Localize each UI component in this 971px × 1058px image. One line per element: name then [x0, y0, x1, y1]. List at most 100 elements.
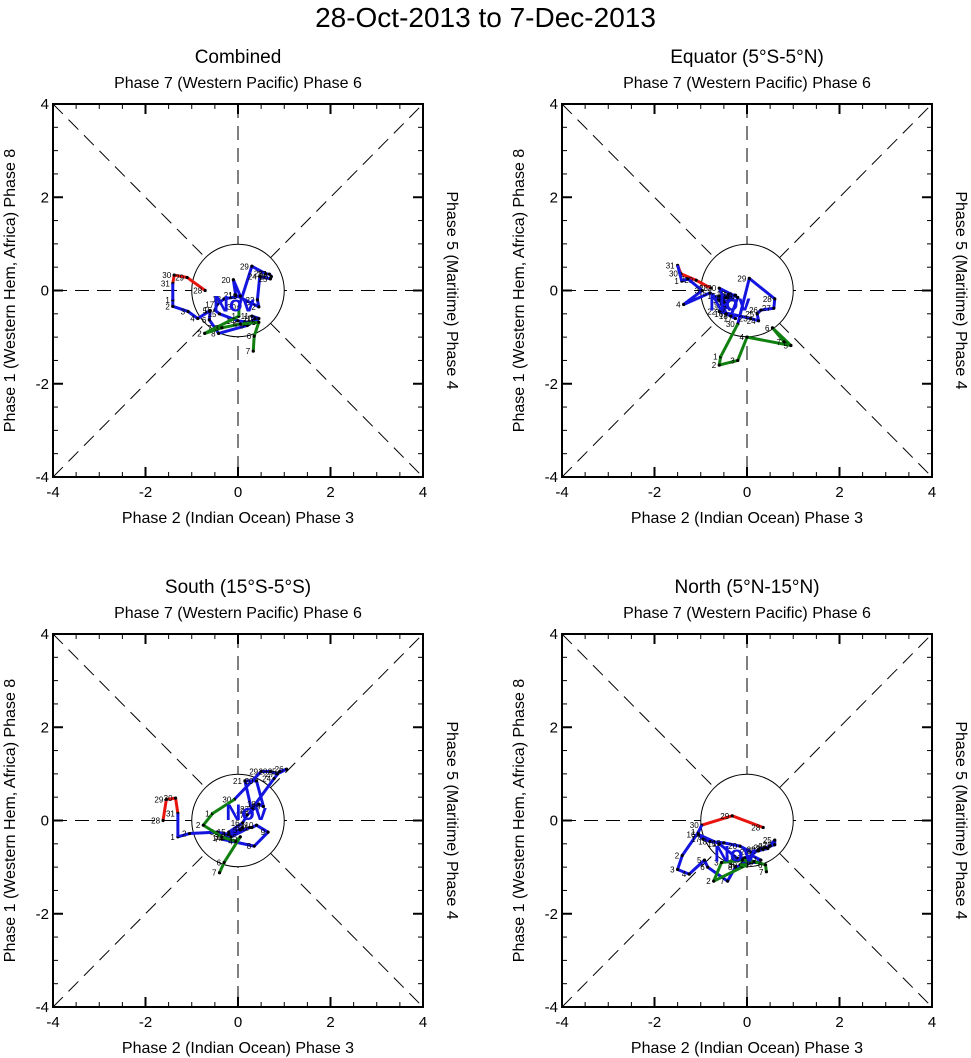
data-point	[217, 871, 222, 875]
data-point	[252, 334, 256, 338]
day-label: 24	[248, 273, 257, 282]
day-label: 11	[241, 312, 250, 321]
day-label: 23	[246, 296, 255, 305]
y-tick-label: 4	[41, 626, 49, 643]
day-label: 16	[687, 830, 696, 839]
day-label: 4	[740, 333, 745, 342]
data-point	[708, 291, 712, 295]
day-label: 9	[240, 321, 245, 330]
x-tick-label: -4	[555, 1014, 568, 1031]
day-label: 30	[162, 271, 171, 280]
data-point	[236, 319, 240, 323]
x-axis-label: Phase 2 (Indian Ocean) Phase 3	[122, 510, 354, 527]
y-axis-label: Phase 1 (Western Hem, Africa) Phase 8	[2, 679, 19, 962]
data-point	[717, 298, 721, 302]
y-tick-label: -2	[36, 376, 49, 393]
day-label: 4	[233, 320, 238, 329]
data-point	[719, 860, 724, 865]
day-label: 22	[707, 307, 716, 316]
day-label: 4	[676, 300, 681, 309]
data-point	[773, 297, 777, 301]
day-label: 12	[247, 314, 256, 323]
day-label: 9	[261, 828, 266, 837]
day-label: 21	[224, 291, 233, 300]
data-point	[216, 331, 221, 335]
day-label: 15	[217, 828, 226, 837]
data-point	[724, 312, 728, 316]
day-label: 6	[712, 296, 717, 305]
data-point	[768, 844, 772, 848]
data-point	[701, 837, 705, 841]
day-label: 20	[728, 842, 737, 851]
day-label: 25	[258, 275, 267, 284]
data-point	[724, 295, 728, 300]
day-label: 19	[726, 293, 735, 302]
data-point	[682, 302, 686, 307]
day-label: 29	[154, 796, 163, 805]
right-axis-label: Phase 5 (Maritime) Phase 4	[443, 721, 460, 919]
day-label: 10	[744, 858, 753, 867]
data-point	[759, 308, 763, 312]
day-label: 29	[737, 274, 746, 283]
day-label: 6	[202, 316, 207, 325]
y-axis-label: Phase 1 (Western Hem, Africa) Phase 8	[511, 149, 528, 432]
data-point	[752, 859, 756, 864]
data-point	[676, 867, 680, 872]
day-label: 28	[699, 284, 708, 293]
y-tick-label: -2	[36, 906, 49, 923]
data-point	[220, 835, 224, 839]
day-label: 15	[208, 310, 217, 319]
day-label: 5	[233, 826, 238, 835]
data-point	[722, 841, 726, 845]
day-label: 15	[707, 840, 716, 849]
day-label: 25	[763, 836, 772, 845]
day-label: 5	[703, 289, 708, 298]
panel-title: North (5°N-15°N)	[674, 577, 819, 598]
data-point	[171, 304, 175, 308]
day-label: 25	[268, 768, 277, 777]
day-label: 3	[214, 324, 219, 333]
x-tick-label: -4	[46, 484, 59, 501]
day-label: 30	[726, 320, 735, 329]
data-point	[186, 309, 190, 314]
data-point	[738, 844, 742, 848]
day-label: 17	[691, 835, 700, 844]
day-label: 19	[712, 839, 721, 848]
data-point	[745, 335, 749, 339]
y-tick-label: -2	[545, 376, 558, 393]
data-point	[278, 769, 282, 774]
data-point	[215, 302, 219, 307]
day-label: 3	[670, 865, 675, 874]
day-label: 2	[675, 851, 680, 860]
y-tick-label: -4	[36, 999, 49, 1016]
data-point	[255, 298, 260, 302]
y-axis-label: Phase 1 (Western Hem, Africa) Phase 8	[511, 679, 528, 962]
x-tick-label: -2	[139, 484, 152, 501]
data-point	[196, 316, 200, 321]
day-label: 30	[728, 861, 737, 870]
day-label: 6	[700, 863, 705, 872]
data-point	[201, 823, 205, 827]
day-label: 26	[763, 841, 772, 850]
data-point	[213, 308, 217, 312]
day-label: 18	[212, 295, 221, 304]
data-point	[266, 830, 270, 834]
x-tick-label: 0	[234, 484, 242, 501]
day-label: 7	[246, 347, 251, 356]
data-point	[269, 274, 273, 279]
day-label: 27	[762, 304, 771, 313]
day-label: 6	[758, 861, 763, 870]
day-label: 2	[712, 361, 717, 370]
y-tick-label: 2	[550, 189, 558, 206]
data-point	[238, 828, 242, 832]
data-point	[203, 331, 207, 335]
right-axis-label: Phase 5 (Maritime) Phase 4	[952, 191, 969, 389]
day-label: 11	[241, 823, 250, 832]
data-point	[773, 838, 777, 842]
day-label: 10	[245, 821, 254, 830]
data-point	[185, 275, 189, 280]
day-label: 29	[175, 273, 184, 282]
data-point	[722, 300, 726, 304]
y-tick-label: 0	[41, 283, 49, 300]
